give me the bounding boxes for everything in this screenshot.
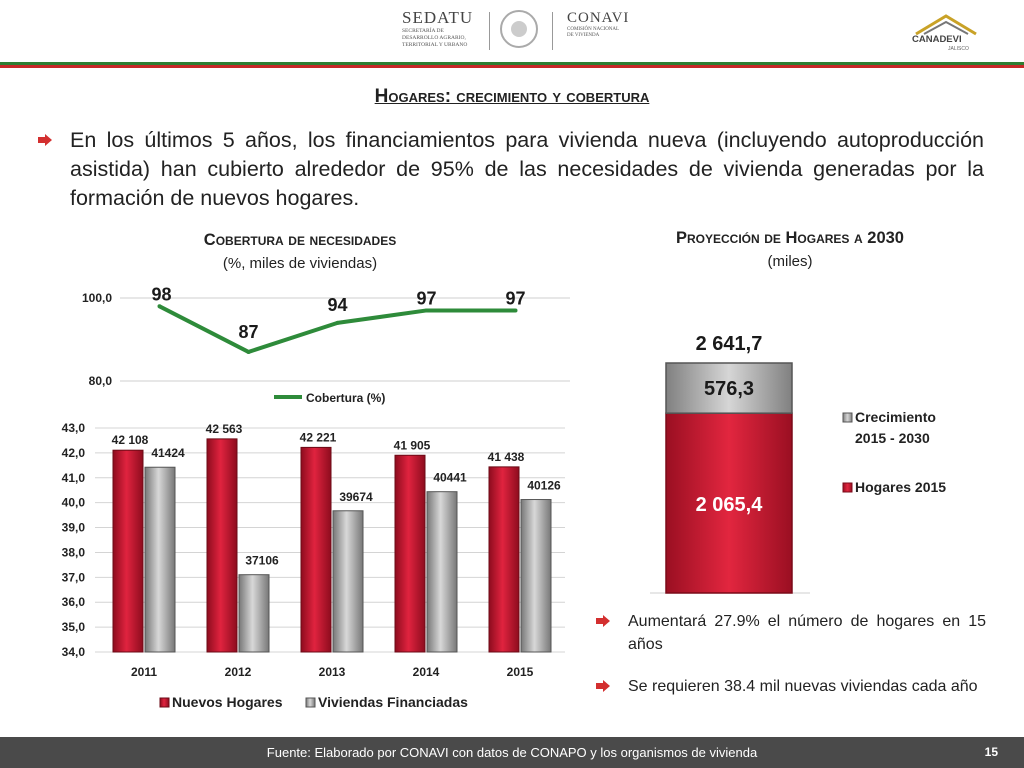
stack-total-label: 2 641,7 [696,333,763,355]
red-arrow-icon [596,680,610,692]
bar-nuevos-hogares [206,438,238,653]
line-chart-y-tick: 100,0 [82,291,112,305]
coverage-data-label: 94 [327,295,347,315]
footer-source: Fuente: Elaborado por CONAVI con datos d… [266,745,758,760]
bar-viviendas-financiadas [426,491,458,653]
main-bullet-text: En los últimos 5 años, los financiamient… [70,128,984,210]
house-roof-icon [915,14,977,36]
canadevi-logo-sub: JALISCO [948,46,969,52]
right-bullet-1-text: Aumentará 27.9% el número de hogares en … [628,613,986,653]
slide-header: SEDATU SECRETARÍA DE DESARROLLO AGRARIO,… [0,0,1024,68]
bar-data-label: 42 563 [206,422,243,436]
bar-legend-label: Nuevos Hogares [172,694,283,710]
coat-of-arms-icon [500,10,538,48]
bar-chart-y-tick: 36,0 [62,595,86,609]
bar-viviendas-financiadas [144,466,176,653]
bar-chart-y-tick: 40,0 [62,496,86,510]
bar-data-label: 41 905 [394,438,431,452]
bar-chart-y-tick: 43,0 [62,421,86,435]
line-legend-label: Cobertura (%) [306,391,385,405]
coverage-point [246,349,251,354]
bar-data-label: 40441 [433,471,467,485]
bar-nuevos-hogares [300,446,332,653]
conavi-logo-sub: COMISIÓN NACIONAL [567,27,620,32]
stack-legend-swatch-red [842,482,853,493]
bar-data-label: 42 221 [300,430,337,444]
stack-legend-label: Hogares 2015 [855,479,946,495]
page-number: 15 [984,745,998,759]
stack-segment-hogares-2015 [665,412,793,594]
left-chart-title: Cobertura de necesidades [203,231,397,249]
coverage-point [424,308,429,313]
bar-chart-y-tick: 35,0 [62,620,86,634]
conavi-logo-name: CONAVI [567,10,630,26]
header-rule-green [0,62,1024,65]
bar-data-label: 41 438 [488,450,525,464]
bar-nuevos-hogares [112,449,144,653]
logo-divider [552,12,553,50]
coverage-point [335,320,340,325]
coverage-chart: 100,0 80,0 98 87 94 97 97 Cobertura (%) 34,0 35,… [62,284,570,710]
bar-data-label: 39674 [339,490,373,504]
red-arrow-icon [596,615,610,627]
coverage-data-label: 97 [416,288,436,308]
canadevi-logo-name: CANADEVI [912,34,962,45]
bar-x-tick: 2014 [413,665,440,679]
bar-chart-y-tick: 37,0 [62,570,86,584]
sedatu-logo-sub: SECRETARÍA DE [402,28,444,34]
slide-footer: Fuente: Elaborado por CONAVI con datos d… [0,737,1024,768]
bar-viviendas-financiadas [238,574,270,653]
bar-data-label: 37106 [245,554,279,568]
bar-chart-y-tick: 34,0 [62,645,86,659]
sedatu-logo-sub: TERRITORIAL Y URBANO [402,42,468,48]
stack-segment-crecimiento [665,362,793,414]
canadevi-logo: CANADEVI JALISCO [910,12,980,52]
households-projection-chart: 2 065,4 576,3 2 641,7 Crecimiento 2015 - 203… [650,333,946,594]
bar-chart-y-tick: 39,0 [62,521,86,535]
bar-x-tick: 2013 [319,665,346,679]
right-chart-subtitle: (miles) [767,253,813,270]
sedatu-logo-sub: DESARROLLO AGRARIO, [402,35,466,41]
stack-legend-swatch-gray [842,412,853,423]
stack-legend-label: Crecimiento [855,409,936,425]
bar-chart-y-tick: 38,0 [62,545,86,559]
bar-data-label: 40126 [527,479,561,493]
conavi-logo-sub: DE VIVIENDA [567,33,600,38]
bar-viviendas-financiadas [332,510,364,653]
bar-legend-swatch-red [159,697,170,708]
bar-nuevos-hogares [394,454,426,653]
stack-data-label: 2 065,4 [696,494,764,516]
coverage-data-label: 97 [505,288,525,308]
left-chart-subtitle: (%, miles de viviendas) [222,255,378,272]
right-chart-title: Proyección de Hogares a 2030 [676,229,904,247]
bar-nuevos-hogares [488,466,520,653]
red-arrow-icon [38,134,52,146]
line-chart-y-tick: 80,0 [89,374,113,388]
stack-data-label: 576,3 [704,378,754,400]
bar-x-tick: 2011 [131,665,157,679]
logo-divider [489,12,490,50]
bar-legend-swatch-gray [305,697,316,708]
conavi-logo: CONAVI COMISIÓN NACIONAL DE VIVIENDA [567,10,629,39]
right-bullet-2-text: Se requieren 38.4 mil nuevas viviendas c… [628,678,978,695]
bar-legend-label: Viviendas Financiadas [318,694,468,710]
header-rule-red [0,65,1024,68]
bar-chart-y-tick: 42,0 [62,446,86,460]
sedatu-logo-name: SEDATU [402,8,474,27]
bar-x-tick: 2015 [507,665,534,679]
coverage-data-label: 87 [238,322,258,342]
coverage-point [513,308,518,313]
stack-legend-label: 2015 - 2030 [855,430,930,446]
coverage-data-label: 98 [151,284,171,304]
sedatu-logo: SEDATU SECRETARÍA DE DESARROLLO AGRARIO,… [402,8,482,56]
bar-viviendas-financiadas [520,499,552,653]
coverage-point [157,304,162,309]
slide-title: Hogares: crecimiento y cobertura [374,86,650,107]
bar-chart-y-tick: 41,0 [62,471,86,485]
bar-data-label: 41424 [151,446,185,460]
bar-data-label: 42 108 [112,433,149,447]
bar-x-tick: 2012 [225,665,252,679]
